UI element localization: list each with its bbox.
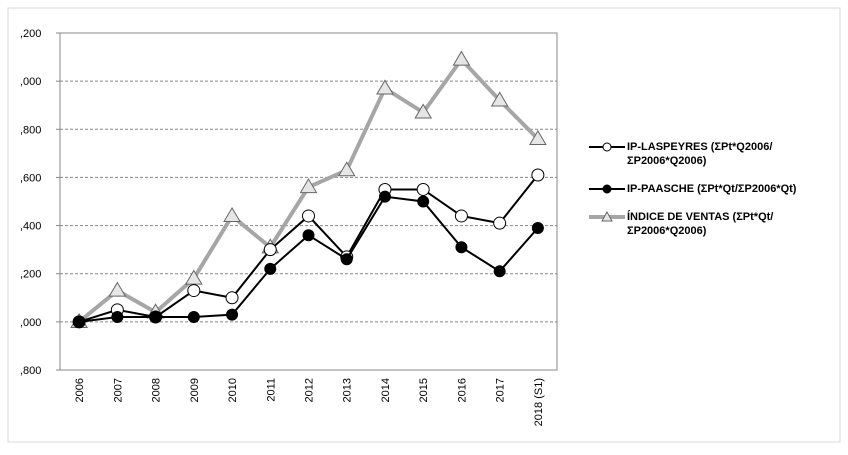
y-tick-label: ,000 xyxy=(20,76,41,88)
y-tick-label: ,200 xyxy=(20,269,41,281)
marker xyxy=(414,103,433,119)
legend-entry: IP-LASPEYRES (ΣPt*Q2006/ΣP2006*Q2006) xyxy=(587,140,837,168)
x-tick-label: 2016 xyxy=(456,378,468,402)
x-tick-label: 2010 xyxy=(227,378,239,402)
marker xyxy=(454,209,468,223)
x-tick-label: 2011 xyxy=(265,378,277,402)
x-tick-label: 2006 xyxy=(74,378,86,402)
marker xyxy=(378,190,391,203)
marker xyxy=(340,253,353,266)
y-tick-label: ,400 xyxy=(20,221,41,233)
x-tick-label: 2018 (S1) xyxy=(533,378,545,426)
legend-entry: ÍNDICE DE VENTAS (ΣPt*Qt/ΣP2006*Q2006) xyxy=(587,210,837,238)
marker xyxy=(493,216,507,230)
marker xyxy=(376,79,394,95)
y-tick-label: ,800 xyxy=(20,124,41,136)
legend-entry: IP-PAASCHE (ΣPt*Qt/ΣP2006*Qt) xyxy=(587,182,837,196)
y-tick-label: ,800 xyxy=(20,365,41,377)
marker xyxy=(302,209,315,223)
x-tick-label: 2013 xyxy=(342,378,354,402)
legend-icon xyxy=(589,142,625,152)
x-tick-label: 2012 xyxy=(304,378,316,402)
marker xyxy=(531,221,544,234)
legend-marker xyxy=(602,184,612,194)
legend-icon xyxy=(589,210,625,222)
marker xyxy=(299,178,318,194)
x-tick-label: 2008 xyxy=(151,378,163,402)
marker xyxy=(149,311,162,324)
y-tick-label: ,600 xyxy=(20,172,41,184)
marker xyxy=(187,311,200,324)
marker xyxy=(226,308,239,321)
marker xyxy=(490,91,509,107)
x-tick-label: 2015 xyxy=(418,378,430,402)
y-tick-label: ,200 xyxy=(20,28,41,40)
marker xyxy=(263,243,277,257)
legend-marker xyxy=(601,210,613,222)
marker xyxy=(417,195,430,208)
x-tick-label: 2014 xyxy=(380,378,392,402)
x-tick-label: 2017 xyxy=(495,378,507,402)
legend-icon xyxy=(589,184,625,194)
marker xyxy=(416,182,430,196)
marker xyxy=(493,265,506,278)
marker xyxy=(108,281,127,297)
marker xyxy=(531,168,545,182)
marker xyxy=(73,315,86,328)
legend: IP-LASPEYRES (ΣPt*Q2006/ΣP2006*Q2006) IP-… xyxy=(587,140,837,252)
marker xyxy=(225,291,239,305)
marker xyxy=(187,284,201,298)
marker xyxy=(455,241,468,254)
marker xyxy=(337,161,356,177)
x-tick-label: 2007 xyxy=(112,378,124,402)
x-tick-label: 2009 xyxy=(189,378,201,402)
legend-label: ÍNDICE DE VENTAS (ΣPt*Qt/ΣP2006*Q2006) xyxy=(627,211,774,237)
legend-label: IP-PAASCHE (ΣPt*Qt/ΣP2006*Qt) xyxy=(627,183,797,195)
marker xyxy=(111,311,124,324)
marker xyxy=(452,50,471,66)
marker xyxy=(223,206,241,223)
legend-label: IP-LASPEYRES (ΣPt*Q2006/ΣP2006*Q2006) xyxy=(627,141,773,167)
marker xyxy=(529,129,547,146)
legend-marker xyxy=(602,142,612,152)
marker xyxy=(264,262,277,275)
y-tick-label: ,000 xyxy=(20,317,41,329)
marker xyxy=(302,229,315,242)
